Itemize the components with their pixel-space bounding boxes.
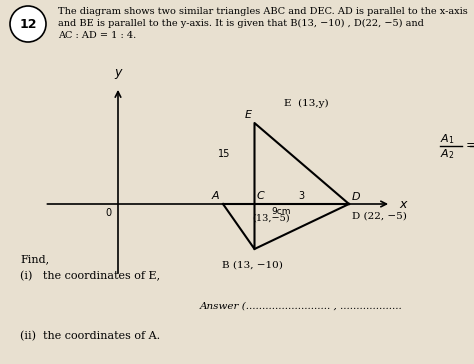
Text: C: C: [256, 191, 264, 201]
Text: Find,: Find,: [20, 254, 49, 264]
Text: Answer (.......................... , ...................: Answer (.......................... , ...…: [200, 301, 403, 310]
Text: E: E: [245, 110, 252, 120]
Text: D (22, −5): D (22, −5): [352, 212, 407, 221]
Text: 12: 12: [19, 17, 37, 31]
Text: =: =: [466, 139, 474, 153]
Text: (ii)  the coordinates of A.: (ii) the coordinates of A.: [20, 331, 160, 341]
Text: A: A: [211, 191, 219, 201]
Text: The diagram shows two similar triangles ABC and DEC. AD is parallel to the x-axi: The diagram shows two similar triangles …: [58, 7, 468, 16]
Text: 3: 3: [299, 191, 305, 201]
Text: B (13, −10): B (13, −10): [222, 261, 283, 270]
Text: $A_1$: $A_1$: [440, 132, 455, 146]
Text: $A_2$: $A_2$: [440, 147, 455, 161]
Text: and BE is parallel to the y-axis. It is given that B(13, −10) , D(22, −5) and: and BE is parallel to the y-axis. It is …: [58, 19, 424, 28]
Text: x: x: [399, 198, 406, 210]
Text: AC : AD = 1 : 4.: AC : AD = 1 : 4.: [58, 31, 136, 40]
Text: 0: 0: [106, 208, 112, 218]
Circle shape: [10, 6, 46, 42]
Text: E  (13,y): E (13,y): [284, 98, 329, 108]
Text: 15: 15: [219, 149, 231, 159]
Text: 9cm: 9cm: [271, 207, 291, 217]
Text: y: y: [114, 66, 122, 79]
Text: (i)   the coordinates of E,: (i) the coordinates of E,: [20, 271, 160, 281]
Text: (13,−5): (13,−5): [253, 214, 290, 223]
Text: D: D: [352, 192, 361, 202]
